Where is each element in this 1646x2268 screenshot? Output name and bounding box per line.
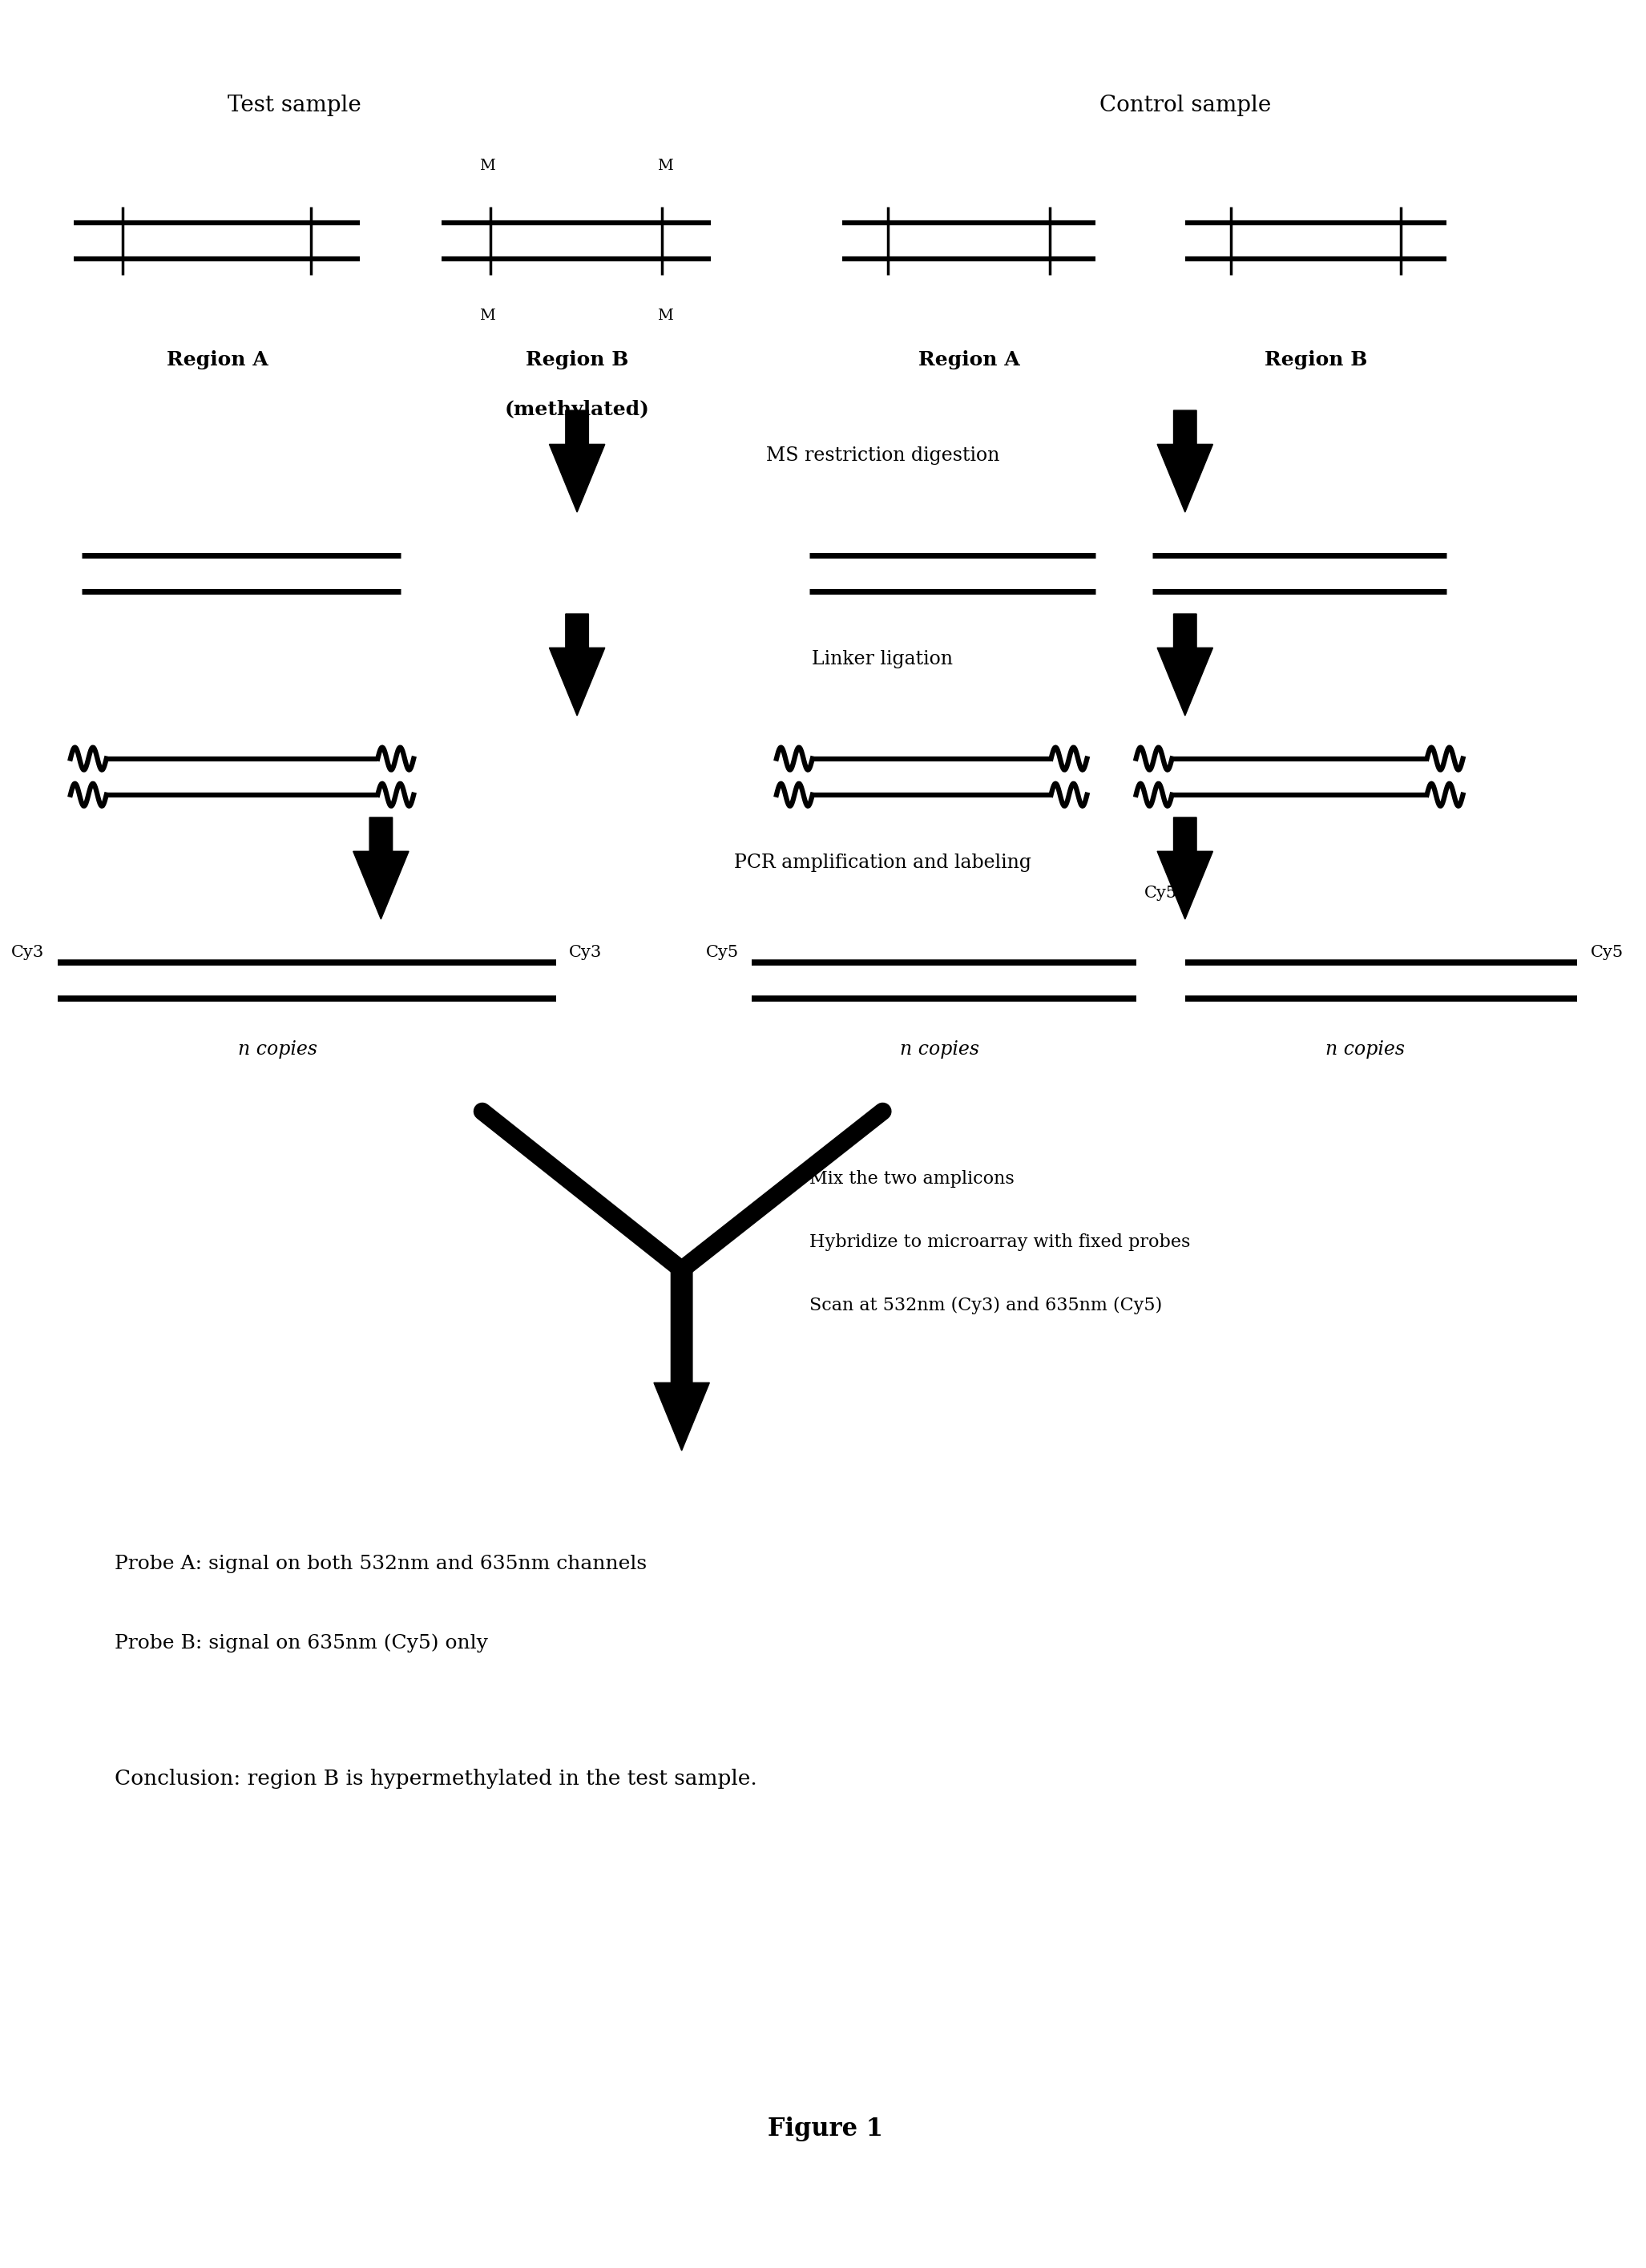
Text: Test sample: Test sample [227,95,360,116]
Text: Linker ligation: Linker ligation [811,651,953,669]
Text: Figure 1: Figure 1 [767,2116,884,2141]
Text: Cy5: Cy5 [1144,887,1177,900]
Text: Control sample: Control sample [1100,95,1271,116]
Polygon shape [550,411,604,513]
Text: Scan at 532nm (Cy3) and 635nm (Cy5): Scan at 532nm (Cy3) and 635nm (Cy5) [810,1297,1162,1315]
Text: M: M [657,308,673,322]
Text: M: M [479,308,495,322]
Text: M: M [657,159,673,172]
Text: MS restriction digestion: MS restriction digestion [765,447,999,465]
Text: (methylated): (methylated) [505,399,650,420]
Polygon shape [653,1270,709,1452]
Text: n copies: n copies [1325,1041,1404,1059]
Polygon shape [550,615,604,717]
Text: Region A: Region A [166,349,268,370]
Text: n copies: n copies [239,1041,318,1059]
Text: M: M [479,159,495,172]
Text: n copies: n copies [900,1041,979,1059]
Text: Hybridize to microarray with fixed probes: Hybridize to microarray with fixed probe… [810,1234,1190,1252]
Text: Probe A: signal on both 532nm and 635nm channels: Probe A: signal on both 532nm and 635nm … [115,1554,647,1574]
Text: Region B: Region B [525,349,629,370]
Text: Mix the two amplicons: Mix the two amplicons [810,1170,1014,1188]
Text: Cy5: Cy5 [1590,946,1623,959]
Text: Cy5: Cy5 [706,946,739,959]
Polygon shape [354,816,408,919]
Text: Region B: Region B [1264,349,1368,370]
Text: Conclusion: region B is hypermethylated in the test sample.: Conclusion: region B is hypermethylated … [115,1769,757,1789]
Text: Cy3: Cy3 [570,946,602,959]
Polygon shape [1157,411,1213,513]
Text: Cy3: Cy3 [12,946,44,959]
Polygon shape [1157,615,1213,717]
Text: PCR amplification and labeling: PCR amplification and labeling [734,853,1032,871]
Text: Region A: Region A [918,349,1021,370]
Text: Probe B: signal on 635nm (Cy5) only: Probe B: signal on 635nm (Cy5) only [115,1633,487,1651]
Polygon shape [1157,816,1213,919]
